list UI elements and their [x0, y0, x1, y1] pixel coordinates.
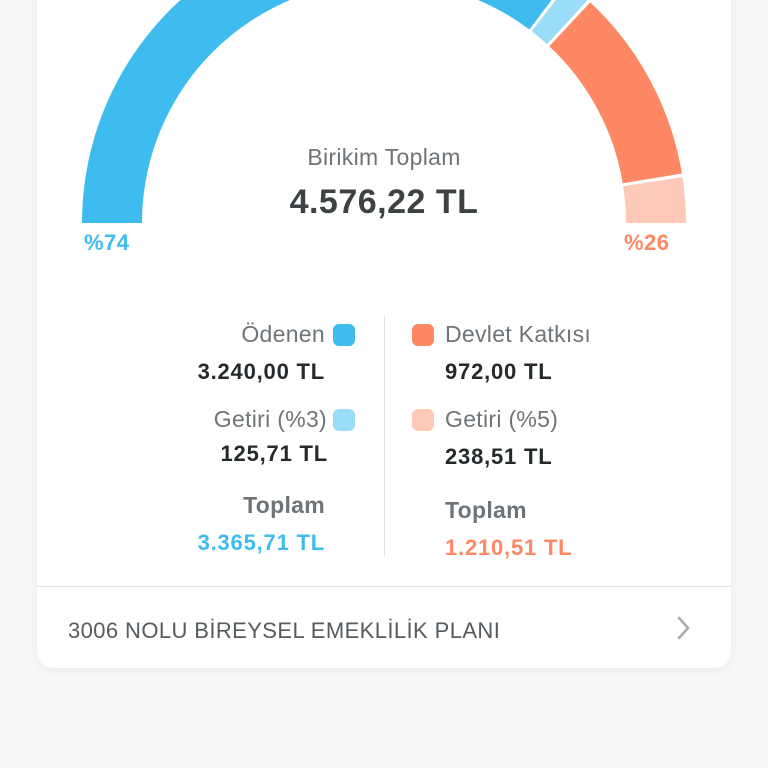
- gauge-title: Birikim Toplam: [307, 144, 461, 170]
- getiri-5-value: 238,51 TL: [445, 444, 553, 469]
- savings-gauge: [82, 0, 686, 223]
- right-percentage: %26: [624, 230, 670, 255]
- left-percentage: %74: [84, 230, 130, 255]
- left-toplam-value: 3.365,71 TL: [197, 530, 325, 555]
- odenen-swatch: [333, 324, 355, 346]
- card-divider: [37, 586, 731, 587]
- getiri-3-swatch: [333, 409, 355, 431]
- getiri-3-label: Getiri (%3): [213, 406, 327, 432]
- column-divider: [384, 315, 385, 557]
- gauge-segment-getiri3: [531, 0, 588, 45]
- getiri-5-label: Getiri (%5): [445, 406, 559, 432]
- devlet-katkisi-label: Devlet Katkısı: [445, 321, 592, 347]
- gauge-segment-devlet_katkisi: [549, 2, 682, 184]
- devlet-katkisi-value: 972,00 TL: [445, 359, 553, 384]
- chevron-right-icon: [677, 616, 690, 640]
- plan-link-row[interactable]: 3006 NOLU BİREYSEL EMEKLİLİK PLANI: [37, 587, 731, 668]
- gauge-segment-odenen: [82, 0, 552, 223]
- devlet-katkisi-swatch: [412, 324, 434, 346]
- right-toplam-value: 1.210,51 TL: [445, 535, 573, 560]
- getiri-5-swatch: [412, 409, 434, 431]
- savings-card: Birikim Toplam 4.576,22 TL %74 %26 Ödene…: [37, 0, 731, 668]
- right-toplam-label: Toplam: [445, 497, 527, 523]
- plan-name: 3006 NOLU BİREYSEL EMEKLİLİK PLANI: [68, 618, 501, 643]
- getiri-3-value: 125,71 TL: [220, 441, 328, 466]
- gauge-segment-getiri5: [623, 177, 686, 223]
- odenen-value: 3.240,00 TL: [197, 359, 325, 384]
- odenen-label: Ödenen: [241, 321, 325, 347]
- gauge-total-value: 4.576,22 TL: [289, 183, 479, 221]
- left-toplam-label: Toplam: [243, 492, 325, 518]
